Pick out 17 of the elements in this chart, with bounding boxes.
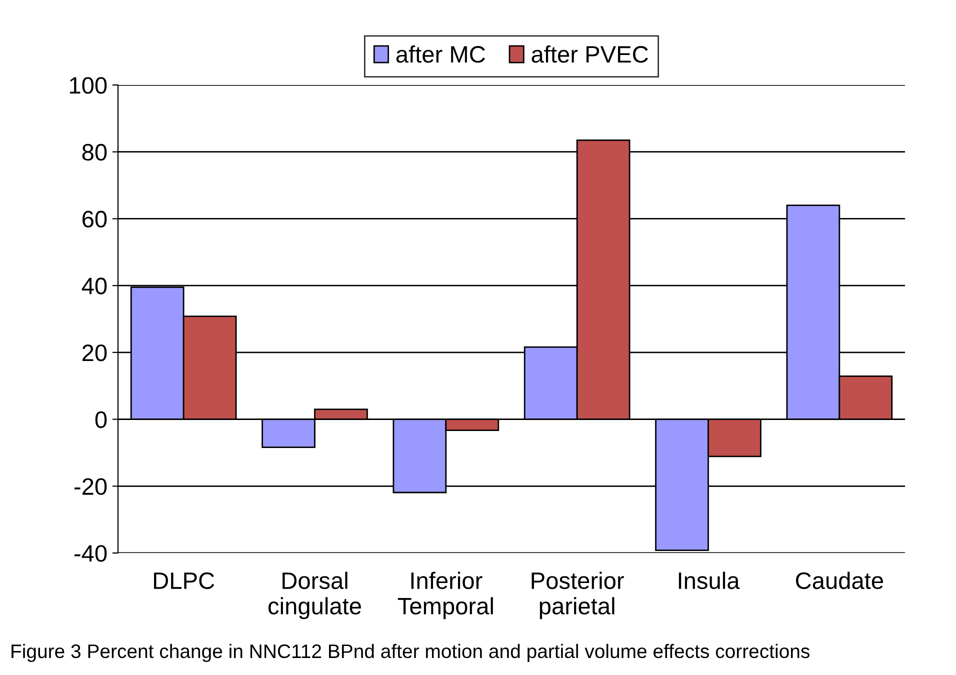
x-tick-label: Insula [678, 572, 740, 590]
x-tick-label: Posterior parietal [532, 572, 624, 620]
y-tick-label: 20 [82, 344, 107, 362]
legend-label: after PVEC [532, 45, 648, 63]
y-tick-label: -20 [74, 478, 107, 495]
x-tick-label: Caudate [796, 572, 884, 590]
legend-label: after MC [396, 45, 486, 63]
y-tick-label: 40 [82, 278, 107, 294]
x-tick-label: DLPC [154, 572, 214, 590]
x-tick-label: Dorsal cingulate [268, 572, 361, 620]
caption: Figure 3 Percent change in NNC112 BPnd after motion and partial volume effects corrections [12, 644, 810, 662]
y-tick-label: 80 [82, 144, 107, 161]
y-tick-label: 0 [95, 411, 107, 428]
y-tick-label: 100 [70, 77, 107, 94]
y-tick-label: 60 [82, 210, 107, 228]
y-tick-label: -40 [74, 545, 107, 562]
x-tick-label: Inferior Temporal [398, 572, 493, 620]
